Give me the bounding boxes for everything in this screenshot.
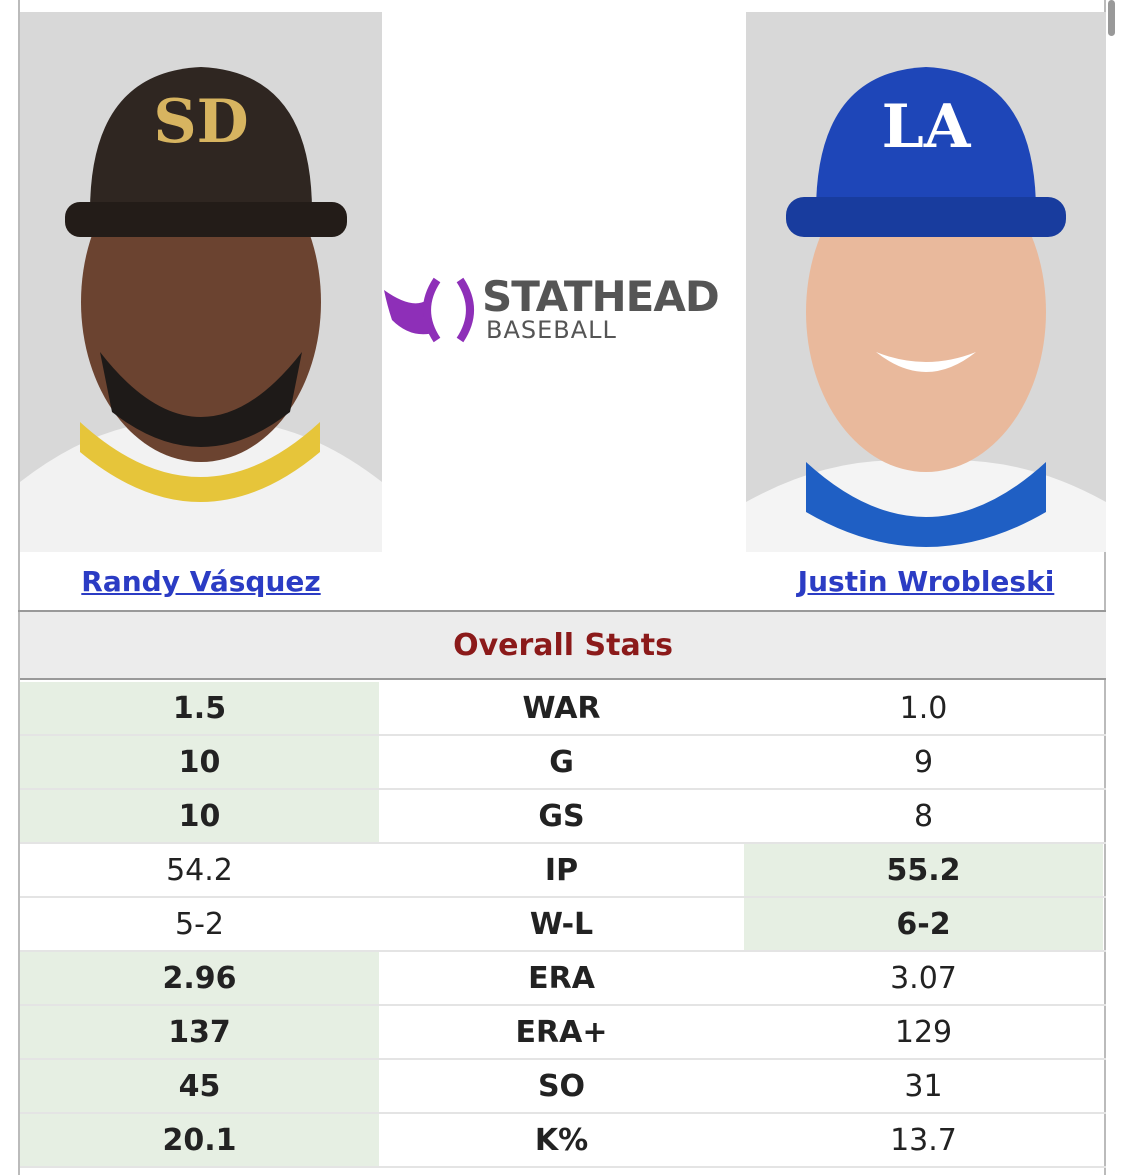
svg-text:LA: LA [882, 92, 972, 162]
stat-name: IP [544, 852, 579, 888]
stat-row: 54.2 IP 55.2 [20, 844, 1106, 898]
left-value: 45 [20, 1060, 379, 1112]
stat-name: SO [537, 1068, 586, 1104]
player-photo: LA [746, 12, 1106, 552]
stat-row: 137 ERA+ 129 [20, 1006, 1106, 1060]
left-value: 5-2 [175, 906, 224, 942]
stat-name: ERA [528, 960, 595, 996]
left-value: 20.1 [20, 1114, 379, 1166]
right-value: 3.07 [890, 960, 957, 996]
stat-row: 10 G 9 [20, 736, 1106, 790]
stat-name: G [549, 744, 574, 780]
frame [18, 0, 1106, 1175]
right-value: 55.2 [744, 844, 1103, 896]
logo-icon [384, 277, 474, 343]
left-value: 2.96 [20, 952, 379, 1004]
right-value: 13.7 [890, 1122, 957, 1158]
left-value: 10 [20, 736, 379, 788]
right-value: 9 [913, 744, 934, 780]
photo-art: SD [20, 12, 382, 552]
stat-name: ERA+ [515, 1014, 608, 1050]
stat-row: 2.96 ERA 3.07 [20, 952, 1106, 1006]
left-value: 10 [20, 790, 379, 842]
right-value: 1.0 [899, 690, 948, 726]
stat-row: 10 GS 8 [20, 790, 1106, 844]
section-title: Overall Stats [20, 612, 1106, 680]
right-value: 31 [904, 1068, 943, 1104]
svg-text:SD: SD [153, 87, 248, 157]
stat-name: GS [538, 798, 585, 834]
player-photo: SD [20, 12, 382, 552]
stat-row: 45 SO 31 [20, 1060, 1106, 1114]
stat-name: WAR [522, 690, 601, 726]
player-link[interactable]: Randy Vásquez [81, 564, 321, 598]
stat-row: 1.5 WAR 1.0 [20, 682, 1106, 736]
logo-product: BASEBALL [486, 316, 617, 344]
left-value: 54.2 [166, 852, 233, 888]
left-value: 137 [20, 1006, 379, 1058]
left-value: 1.5 [20, 682, 379, 734]
logo: STATHEAD BASEBALL [382, 270, 744, 350]
right-value: 129 [894, 1014, 953, 1050]
stat-row: 5-2 W-L 6-2 [20, 898, 1106, 952]
right-value: 8 [913, 798, 934, 834]
player-link[interactable]: Justin Wrobleski [797, 564, 1055, 598]
photo-art: LA [746, 12, 1106, 552]
stats-table: 1.5 WAR 1.0 10 G 9 10 GS 8 54.2 IP 55.2 5-2 W-L 6-2 2.9… [20, 682, 1106, 1168]
stat-row: 20.1 K% 13.7 [20, 1114, 1106, 1168]
scrollbar [1108, 0, 1115, 36]
divider [18, 610, 1106, 612]
stat-name: W-L [529, 906, 594, 942]
right-value: 6-2 [744, 898, 1103, 950]
stat-name: K% [534, 1122, 589, 1158]
logo-brand: STATHEAD [482, 272, 720, 321]
